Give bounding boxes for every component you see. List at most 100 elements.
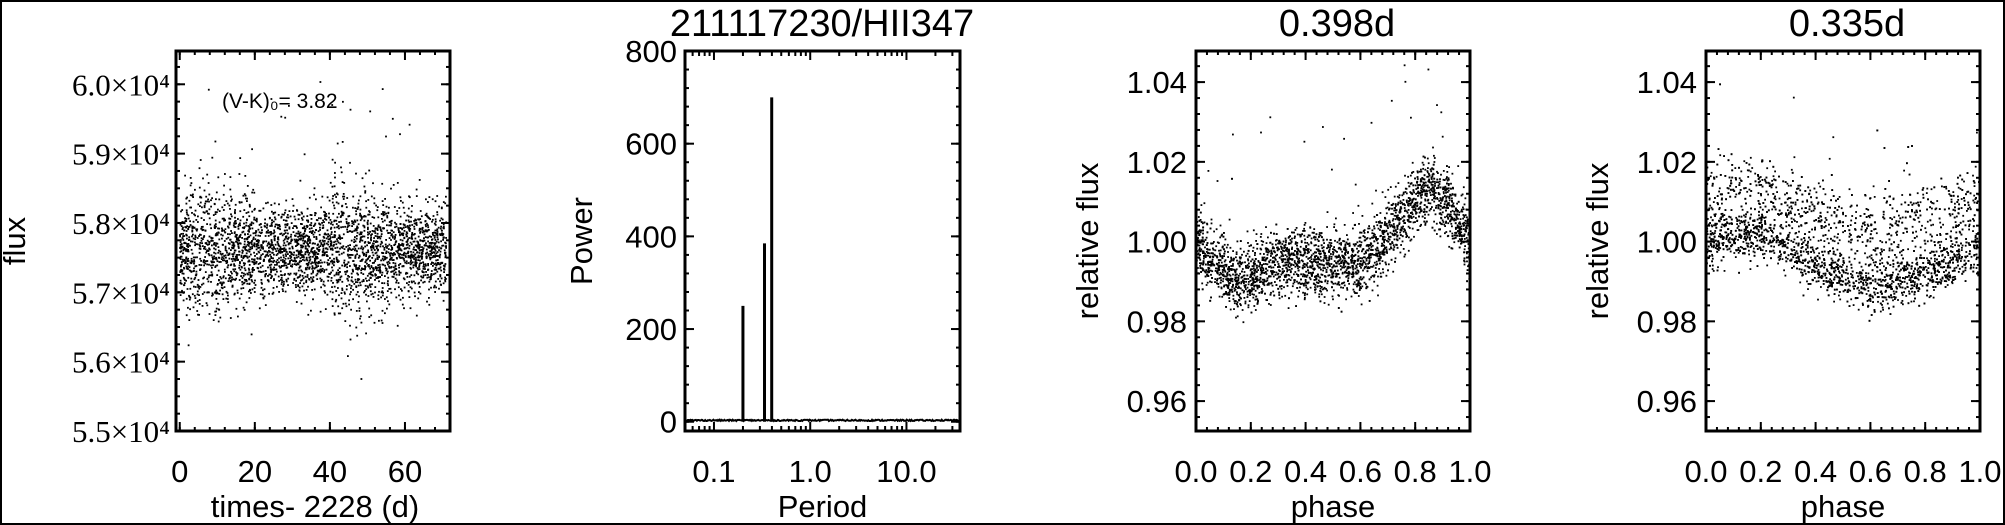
data-point — [280, 266, 282, 269]
data-point — [238, 239, 240, 242]
data-point — [1357, 204, 1360, 207]
data-point — [180, 233, 183, 235]
data-point — [1275, 271, 1278, 274]
data-point — [1268, 261, 1271, 264]
data-point — [297, 232, 299, 235]
data-point — [1429, 194, 1432, 196]
data-point — [1416, 180, 1419, 183]
data-point — [1442, 221, 1445, 223]
data-point — [357, 223, 360, 226]
data-point — [272, 213, 275, 215]
data-point — [352, 270, 354, 272]
data-point — [288, 250, 291, 253]
data-point — [354, 240, 357, 243]
data-point — [443, 271, 445, 273]
data-point — [376, 227, 379, 230]
data-point — [418, 218, 420, 221]
data-point — [1393, 238, 1396, 241]
data-point — [340, 297, 343, 300]
data-point — [302, 254, 304, 257]
data-point — [428, 235, 431, 238]
data-point — [306, 219, 308, 222]
data-point — [206, 260, 209, 262]
data-point — [221, 227, 223, 230]
data-point — [187, 344, 190, 347]
data-point — [355, 172, 357, 175]
data-point — [306, 274, 309, 276]
data-point — [1281, 261, 1284, 263]
data-point — [416, 240, 419, 243]
data-point — [269, 273, 272, 276]
data-point — [196, 310, 199, 312]
data-point — [387, 280, 389, 282]
data-point — [1447, 177, 1450, 180]
data-point — [333, 257, 335, 260]
data-point — [319, 310, 322, 313]
data-point — [209, 223, 212, 226]
data-point — [1298, 257, 1300, 260]
data-point — [356, 207, 358, 210]
data-point — [238, 223, 240, 226]
data-point — [1389, 221, 1391, 224]
data-point — [316, 261, 318, 264]
data-point — [200, 239, 203, 242]
data-point — [343, 195, 346, 198]
data-point — [323, 271, 325, 273]
data-point — [227, 294, 229, 297]
data-point — [393, 244, 396, 246]
axis-ticks — [684, 50, 960, 431]
data-point — [1226, 274, 1229, 277]
data-point — [1463, 221, 1466, 224]
data-point — [232, 255, 234, 258]
data-point — [1239, 247, 1242, 250]
data-point — [1375, 254, 1377, 257]
data-point — [412, 240, 415, 243]
data-point — [235, 254, 238, 256]
data-point — [1329, 239, 1332, 241]
data-point — [243, 246, 245, 248]
data-point — [243, 243, 246, 246]
data-point — [273, 202, 276, 205]
data-point — [1382, 251, 1385, 254]
data-point — [427, 274, 429, 276]
data-point — [302, 235, 304, 238]
data-point — [356, 225, 359, 228]
data-point — [396, 279, 398, 282]
data-point — [238, 173, 241, 175]
data-point — [432, 245, 435, 248]
data-point — [1439, 235, 1442, 238]
data-point — [395, 250, 398, 253]
data-point — [354, 247, 357, 250]
data-point — [412, 233, 415, 236]
data-point — [387, 263, 389, 266]
data-point — [397, 286, 400, 289]
data-point — [226, 292, 229, 294]
data-point — [329, 237, 332, 240]
data-point — [430, 246, 433, 249]
data-point — [231, 246, 233, 249]
data-point — [218, 198, 221, 201]
data-point — [240, 254, 243, 257]
data-point — [1235, 268, 1238, 271]
data-point — [403, 259, 406, 262]
data-point — [1440, 173, 1442, 176]
data-point — [369, 276, 372, 279]
data-point — [1206, 281, 1209, 284]
data-point — [390, 249, 393, 251]
data-point — [238, 201, 241, 203]
data-point — [1223, 260, 1226, 263]
data-point — [1396, 235, 1399, 238]
data-point — [303, 271, 306, 274]
data-point — [1217, 265, 1220, 267]
data-point — [1417, 184, 1419, 186]
data-point — [295, 301, 298, 303]
data-point — [1204, 252, 1206, 255]
data-point — [269, 268, 272, 271]
data-point — [297, 284, 299, 286]
data-point — [222, 298, 225, 300]
data-point — [320, 206, 322, 209]
data-point — [394, 236, 396, 239]
data-point — [326, 229, 329, 232]
data-point — [256, 266, 259, 269]
data-point — [194, 256, 197, 259]
